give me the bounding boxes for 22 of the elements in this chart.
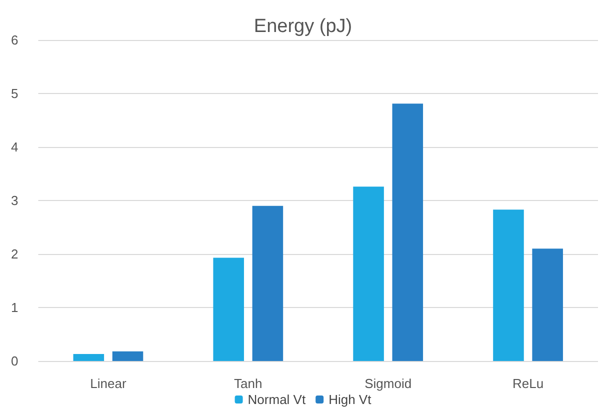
y-tick-label: 4 <box>10 140 18 154</box>
y-tick-label: 1 <box>10 300 18 315</box>
legend-label: Normal Vt <box>248 392 306 407</box>
legend-label: High Vt <box>328 392 372 407</box>
x-tick-label: Linear <box>90 376 127 391</box>
bar <box>213 258 244 361</box>
chart-title: Energy (pJ) <box>254 16 352 37</box>
bar <box>392 104 424 361</box>
y-tick-label: 3 <box>10 193 18 208</box>
x-tick-label: ReLu <box>512 376 544 391</box>
bar <box>493 210 524 361</box>
x-tick-label: Sigmoid <box>364 376 412 391</box>
bar <box>112 351 144 361</box>
y-tick-label: 5 <box>10 86 18 101</box>
bar <box>532 248 563 361</box>
bar <box>353 186 384 361</box>
bar <box>252 206 284 361</box>
y-tick-label: 2 <box>10 246 18 262</box>
x-tick-label: Tanh <box>234 376 262 391</box>
y-tick-label: 0 <box>10 354 18 368</box>
y-tick-label: 6 <box>10 32 18 48</box>
bar <box>73 354 104 361</box>
